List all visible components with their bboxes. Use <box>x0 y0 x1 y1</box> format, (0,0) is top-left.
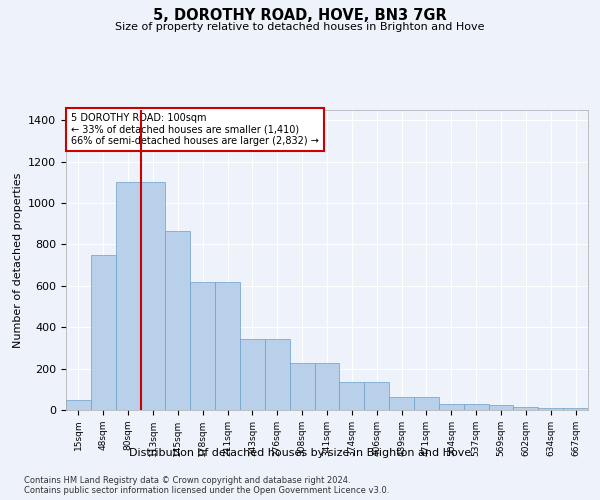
Y-axis label: Number of detached properties: Number of detached properties <box>13 172 23 348</box>
Bar <box>91 255 116 410</box>
Text: Distribution of detached houses by size in Brighton and Hove: Distribution of detached houses by size … <box>129 448 471 458</box>
Bar <box>364 382 389 410</box>
Bar <box>66 400 91 410</box>
Bar <box>514 407 538 410</box>
Bar <box>389 396 414 410</box>
Bar <box>340 382 364 410</box>
Bar <box>414 396 439 410</box>
Bar <box>265 338 290 410</box>
Bar <box>166 231 190 410</box>
Bar <box>538 408 563 410</box>
Bar <box>290 364 314 410</box>
Bar <box>439 404 464 410</box>
Text: Contains public sector information licensed under the Open Government Licence v3: Contains public sector information licen… <box>24 486 389 495</box>
Text: Size of property relative to detached houses in Brighton and Hove: Size of property relative to detached ho… <box>115 22 485 32</box>
Text: 5 DOROTHY ROAD: 100sqm
← 33% of detached houses are smaller (1,410)
66% of semi-: 5 DOROTHY ROAD: 100sqm ← 33% of detached… <box>71 113 319 146</box>
Bar <box>488 406 514 410</box>
Bar <box>563 408 588 410</box>
Bar <box>314 364 340 410</box>
Text: 5, DOROTHY ROAD, HOVE, BN3 7GR: 5, DOROTHY ROAD, HOVE, BN3 7GR <box>153 8 447 22</box>
Bar <box>464 404 488 410</box>
Bar <box>140 182 166 410</box>
Bar <box>190 282 215 410</box>
Bar <box>116 182 140 410</box>
Bar <box>240 338 265 410</box>
Text: Contains HM Land Registry data © Crown copyright and database right 2024.: Contains HM Land Registry data © Crown c… <box>24 476 350 485</box>
Bar <box>215 282 240 410</box>
